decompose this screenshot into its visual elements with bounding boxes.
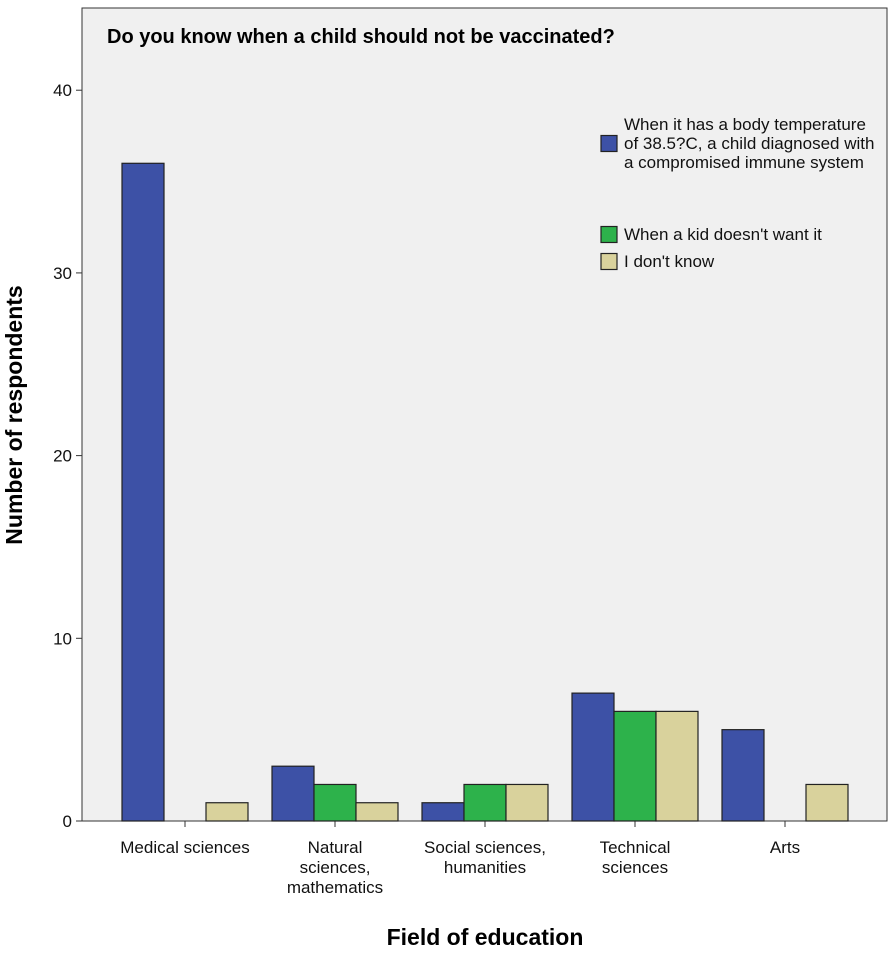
bar: [463, 783, 507, 822]
y-axis-label: Number of respondents: [1, 285, 27, 544]
bar: [505, 783, 549, 822]
legend-label: When it has a body temperature of 38.5?C…: [624, 115, 875, 172]
y-tick-label: 20: [53, 447, 72, 466]
legend-swatch: [600, 252, 618, 271]
bar: [655, 710, 699, 822]
legend-swatch: [600, 134, 618, 153]
bar: [313, 783, 357, 822]
x-tick-label: Medical sciences: [120, 838, 250, 857]
chart-title: Do you know when a child should not be v…: [107, 26, 615, 48]
bar: [805, 783, 849, 822]
bar: [421, 802, 465, 822]
x-tick-label: Technical sciences: [599, 838, 671, 877]
bar: [271, 765, 315, 822]
legend-label: I don't know: [624, 252, 715, 271]
x-axis-label: Field of education: [387, 924, 584, 950]
bar: [205, 802, 249, 822]
x-tick-label: Arts: [769, 838, 801, 857]
y-tick-label: 40: [53, 81, 72, 100]
bar: [355, 802, 399, 822]
plot-area: [81, 7, 888, 822]
bar: [121, 162, 165, 822]
bar: [571, 692, 615, 822]
bar: [613, 710, 657, 822]
y-tick-label: 30: [53, 264, 72, 283]
legend-swatch: [600, 225, 618, 244]
y-tick-label: 10: [53, 629, 72, 648]
x-tick-label: Natural sciences, mathematics: [286, 838, 384, 897]
x-tick-label: Social sciences, humanities: [424, 838, 546, 877]
y-tick-label: 0: [63, 812, 72, 831]
bar: [721, 729, 765, 822]
legend-label: When a kid doesn't want it: [624, 225, 822, 244]
